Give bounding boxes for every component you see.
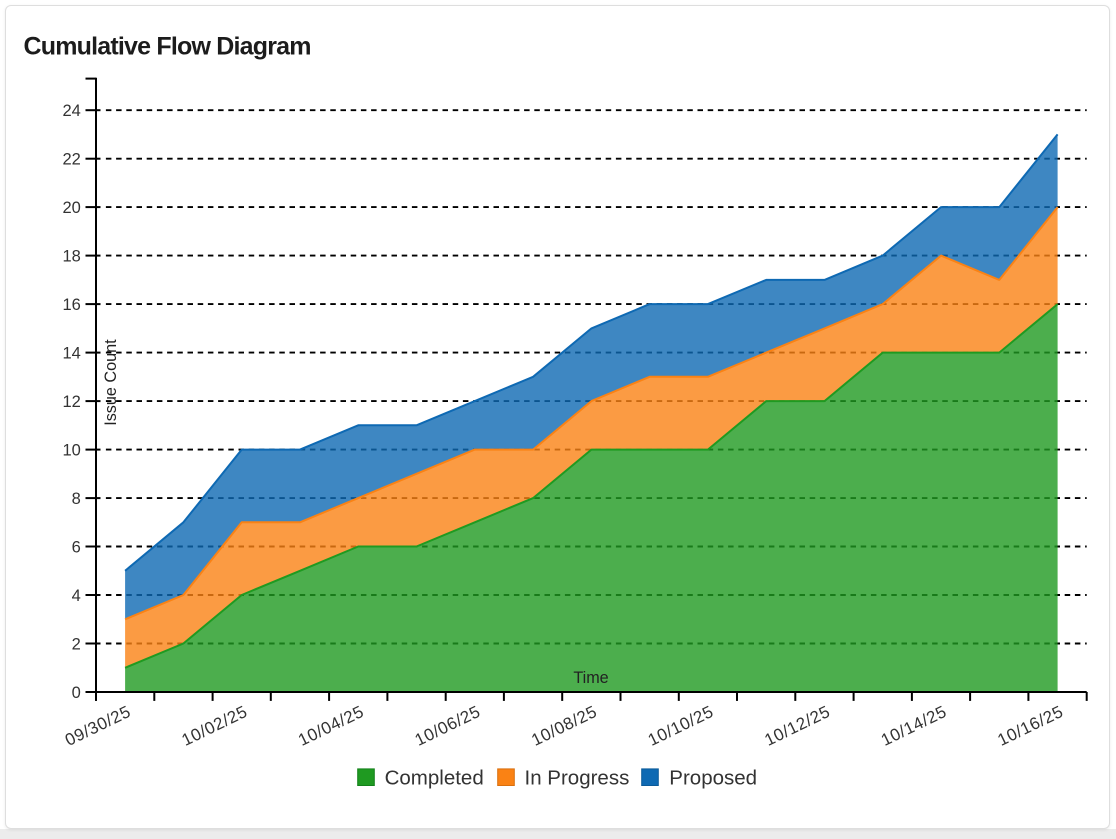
svg-text:4: 4 [72, 587, 81, 605]
svg-text:Issue Count: Issue Count [102, 339, 120, 426]
svg-text:In Progress: In Progress [525, 767, 630, 790]
svg-text:10/14/25: 10/14/25 [878, 702, 950, 750]
svg-text:8: 8 [72, 490, 81, 508]
svg-text:Time: Time [573, 669, 608, 687]
svg-text:6: 6 [72, 538, 81, 556]
svg-text:18: 18 [62, 247, 80, 265]
svg-text:10/12/25: 10/12/25 [761, 702, 833, 750]
svg-text:10/08/25: 10/08/25 [528, 702, 600, 750]
svg-text:Completed: Completed [385, 767, 484, 790]
svg-text:Cumulative Flow Diagram: Cumulative Flow Diagram [24, 33, 311, 61]
svg-text:20: 20 [62, 199, 80, 217]
svg-text:10/06/25: 10/06/25 [412, 702, 484, 750]
svg-text:Proposed: Proposed [669, 767, 757, 790]
svg-text:09/30/25: 09/30/25 [62, 702, 134, 750]
svg-text:10/10/25: 10/10/25 [645, 702, 717, 750]
svg-text:2: 2 [72, 635, 81, 653]
svg-text:16: 16 [62, 296, 80, 314]
svg-text:10: 10 [62, 441, 80, 459]
svg-text:24: 24 [62, 102, 80, 120]
svg-text:10/02/25: 10/02/25 [179, 702, 251, 750]
svg-text:10/16/25: 10/16/25 [995, 702, 1067, 750]
svg-text:22: 22 [62, 151, 80, 169]
svg-text:14: 14 [62, 344, 80, 362]
svg-text:12: 12 [62, 393, 80, 411]
svg-text:10/04/25: 10/04/25 [295, 702, 367, 750]
svg-text:0: 0 [72, 684, 81, 702]
